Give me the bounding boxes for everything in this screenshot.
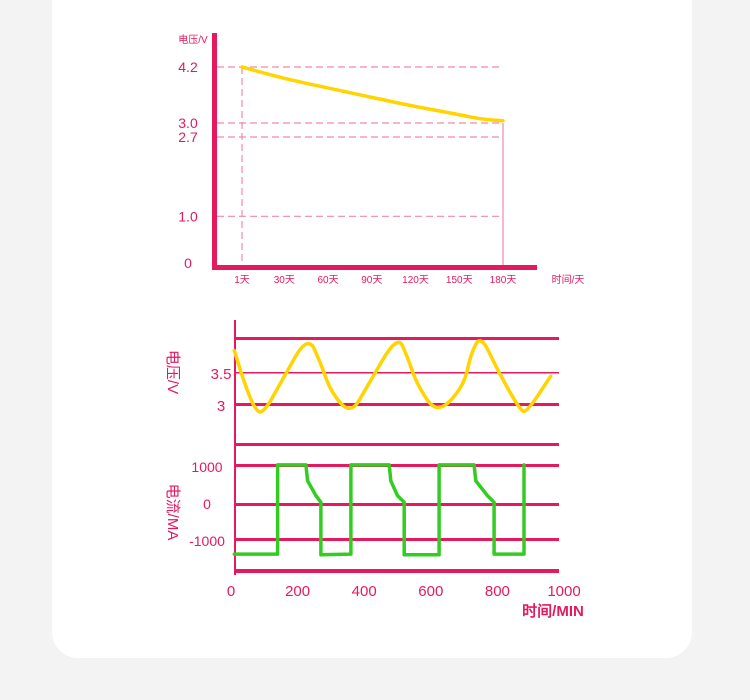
y-tick-label: 3.0	[178, 115, 198, 131]
y-tick-label: 1000	[191, 459, 222, 475]
x-tick-label: 200	[285, 583, 310, 600]
x-tick-label: 120天	[402, 275, 429, 286]
y-tick-label: 2.7	[178, 129, 198, 145]
x-tick-label: 60天	[317, 275, 338, 286]
y-tick-label: 3	[217, 398, 225, 415]
y-tick-label: -1000	[189, 533, 225, 549]
y-tick-label: 3.5	[211, 366, 232, 383]
chart-card	[52, 0, 692, 658]
grid-line	[234, 372, 559, 374]
chart3-ylabel: 电流/MA	[164, 484, 181, 541]
chart1-xlabel: 时间/天	[552, 273, 585, 286]
x-tick-label: 150天	[446, 275, 473, 286]
x-tick-label: 180天	[490, 275, 517, 286]
series-line	[232, 463, 526, 557]
x-tick-label: 0	[227, 583, 235, 600]
grid-line	[234, 443, 559, 446]
grid-line	[234, 538, 559, 541]
y-tick-label: 0	[184, 255, 192, 271]
series-line	[240, 65, 505, 123]
grid-line	[234, 464, 559, 467]
chart1-y-axis	[212, 33, 217, 270]
grid-line	[234, 503, 559, 506]
chart3-xlabel: 时间/MIN	[522, 602, 584, 620]
x-tick-label: 600	[418, 583, 443, 600]
series-line	[232, 339, 553, 414]
x-tick-label: 400	[352, 583, 377, 600]
x-tick-label: 1天	[234, 275, 250, 286]
chart3-x-axis	[234, 569, 559, 573]
grid-line	[234, 403, 559, 406]
x-tick-label: 90天	[361, 275, 382, 286]
y-tick-label: 0	[203, 496, 211, 512]
x-tick-label: 30天	[274, 275, 295, 286]
x-tick-label: 1000	[547, 583, 580, 600]
chart1-ylabel: 电压/V	[178, 33, 208, 46]
chart1-x-axis	[212, 265, 537, 270]
chart2-ylabel: 电压/V	[164, 350, 181, 394]
grid-line	[234, 337, 559, 340]
x-tick-label: 800	[485, 583, 510, 600]
y-tick-label: 4.2	[178, 59, 198, 75]
chart2-y-axis	[234, 320, 236, 575]
y-tick-label: 1.0	[178, 208, 198, 224]
